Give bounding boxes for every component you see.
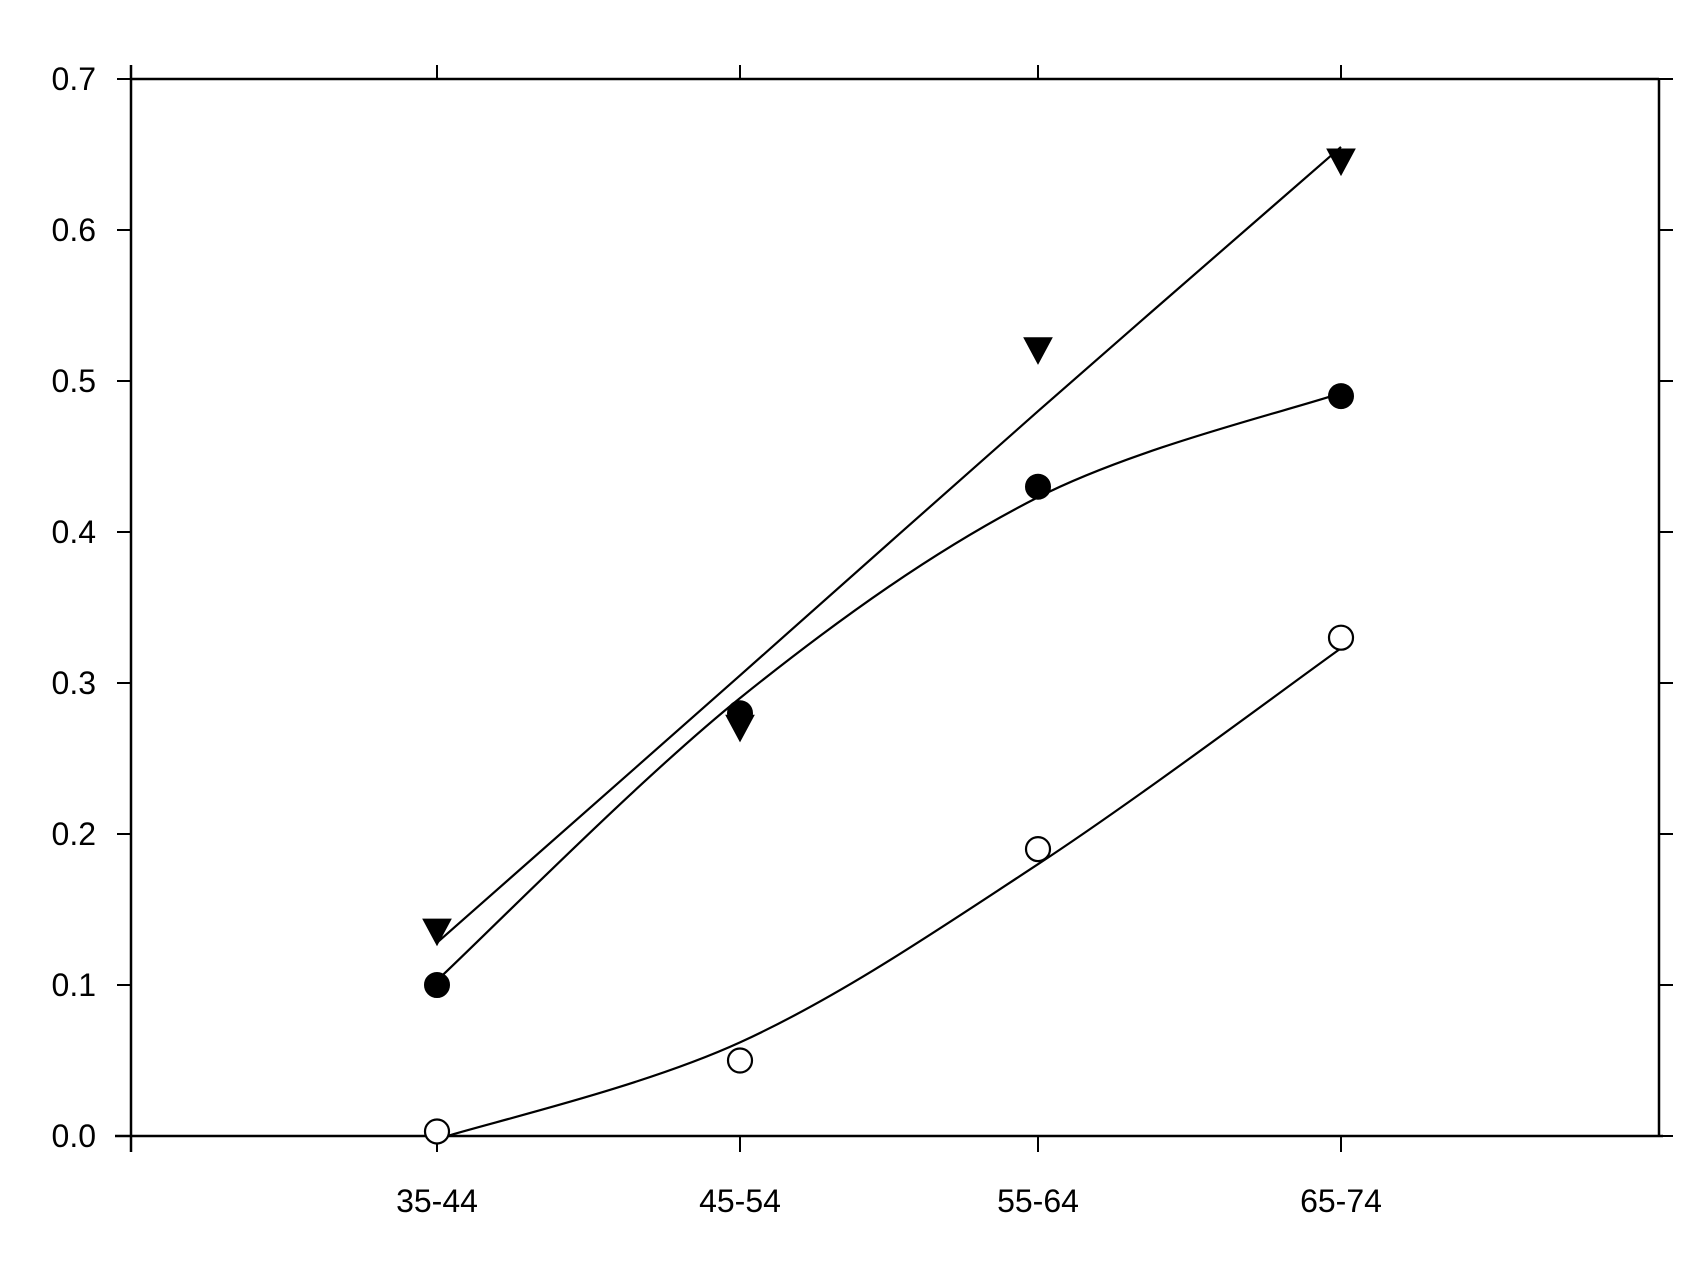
point-open-circle bbox=[1327, 624, 1355, 651]
point-filled-circle bbox=[1328, 383, 1354, 410]
point-triangle bbox=[1023, 337, 1053, 365]
point-filled-circle bbox=[727, 700, 753, 727]
y-tick-label: 0.7 bbox=[52, 61, 96, 97]
x-tick-label: 45-54 bbox=[699, 1183, 781, 1219]
y-tick-label: 0.2 bbox=[52, 816, 96, 852]
data-points bbox=[422, 148, 1356, 1145]
point-open-circle bbox=[423, 1118, 451, 1145]
y-tick-label: 0.3 bbox=[52, 665, 96, 701]
point-filled-circle bbox=[424, 972, 450, 998]
y-axis: 0.0 0.1 0.2 0.3 0.4 0.5 0.6 0.7 bbox=[52, 61, 1673, 1154]
point-open-circle bbox=[726, 1047, 754, 1074]
point-triangle bbox=[422, 918, 452, 947]
y-tick-label: 0.0 bbox=[52, 1118, 96, 1154]
x-axis: 35-44 45-54 55-64 65-74 bbox=[396, 65, 1382, 1219]
x-tick-label: 65-74 bbox=[1300, 1183, 1382, 1219]
point-open-circle bbox=[1024, 835, 1052, 863]
fit-line-series-1 bbox=[436, 146, 1342, 944]
fit-line-series-2 bbox=[436, 392, 1342, 982]
y-tick-label: 0.4 bbox=[52, 514, 96, 550]
x-tick-label: 35-44 bbox=[396, 1183, 478, 1219]
y-tick-label: 0.5 bbox=[52, 363, 96, 399]
y-tick-label: 0.1 bbox=[52, 967, 96, 1003]
y-tick-label: 0.6 bbox=[52, 212, 96, 248]
point-filled-circle bbox=[1025, 473, 1051, 500]
plot-frame bbox=[115, 65, 1663, 1152]
point-triangle bbox=[1326, 148, 1356, 177]
fit-line-series-3 bbox=[436, 647, 1342, 1141]
x-tick-label: 55-64 bbox=[997, 1183, 1079, 1219]
fit-lines bbox=[436, 146, 1342, 1141]
